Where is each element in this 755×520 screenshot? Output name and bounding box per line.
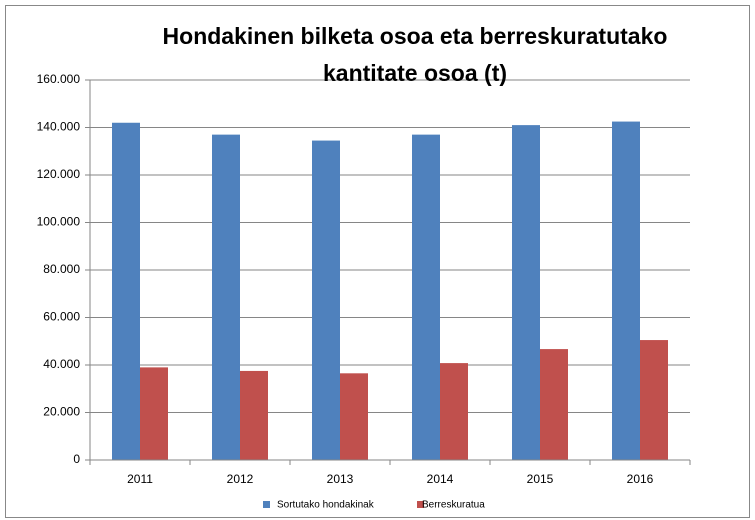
y-tick-label: 0 [73, 452, 80, 466]
y-tick-label: 40.000 [43, 357, 80, 371]
bar [512, 125, 540, 460]
bar [312, 140, 340, 460]
legend-label: Berreskuratua [422, 500, 485, 511]
y-tick-label: 20.000 [43, 405, 80, 419]
x-tick-label: 2011 [127, 472, 153, 486]
y-tick-label: 80.000 [43, 262, 80, 276]
x-tick-label: 2016 [627, 472, 654, 486]
y-tick-label: 100.000 [37, 215, 81, 229]
y-tick-label: 160.000 [37, 72, 81, 86]
y-tick-label: 120.000 [37, 167, 81, 181]
bar [612, 121, 640, 460]
bar [340, 373, 368, 460]
x-tick-label: 2013 [327, 472, 354, 486]
bar [240, 370, 268, 460]
bar [440, 363, 468, 460]
bar [540, 349, 568, 460]
y-tick-label: 140.000 [37, 120, 81, 134]
bar [112, 122, 140, 460]
chart-title: Hondakinen bilketa osoa eta berreskuratu… [162, 23, 668, 86]
bar [640, 340, 668, 460]
legend-label: Sortutako hondakinak [277, 500, 375, 511]
bar [140, 367, 168, 460]
y-tick-label: 60.000 [43, 310, 80, 324]
bar [412, 134, 440, 460]
bar [212, 134, 240, 460]
x-tick-label: 2015 [527, 472, 554, 486]
x-tick-label: 2012 [227, 472, 254, 486]
legend-swatch [263, 501, 270, 508]
x-tick-label: 2014 [427, 472, 454, 486]
legend-swatch [417, 501, 424, 508]
